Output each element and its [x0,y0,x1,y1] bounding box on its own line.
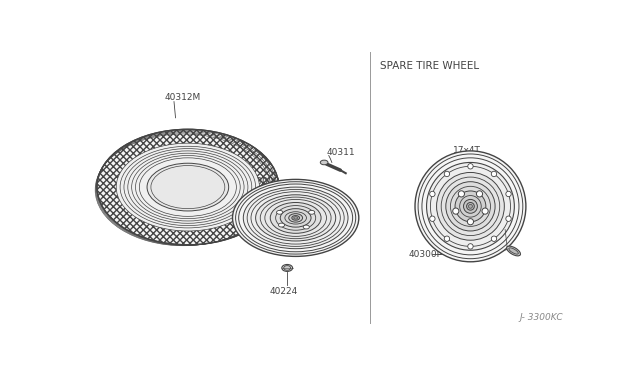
Ellipse shape [467,219,474,225]
Ellipse shape [292,216,300,220]
Ellipse shape [308,211,315,214]
Ellipse shape [444,171,450,177]
Ellipse shape [429,191,435,197]
Ellipse shape [468,205,472,208]
Text: 40300P: 40300P [409,250,443,259]
Ellipse shape [427,163,515,250]
Ellipse shape [116,143,259,231]
Ellipse shape [492,236,497,241]
Ellipse shape [289,214,303,222]
Ellipse shape [506,191,511,197]
Ellipse shape [444,236,450,241]
Ellipse shape [232,179,359,256]
Text: 40353: 40353 [454,250,483,259]
Ellipse shape [468,244,473,249]
Text: 40300P: 40300P [246,177,280,186]
Text: 40312M: 40312M [164,93,201,102]
Ellipse shape [463,199,477,213]
Ellipse shape [282,264,292,272]
Ellipse shape [509,248,518,254]
Ellipse shape [320,160,328,165]
Ellipse shape [97,129,279,245]
Ellipse shape [446,182,495,231]
Ellipse shape [294,217,298,219]
Ellipse shape [458,191,465,197]
Ellipse shape [280,209,311,227]
Text: 17x4T: 17x4T [452,147,481,155]
Ellipse shape [476,191,483,197]
Ellipse shape [243,187,348,249]
Ellipse shape [284,266,291,270]
Ellipse shape [303,225,309,229]
Ellipse shape [415,151,526,262]
Text: SPARE TIRE WHEEL: SPARE TIRE WHEEL [380,61,479,71]
Ellipse shape [506,216,511,221]
Text: 40311: 40311 [326,148,355,157]
Ellipse shape [278,223,285,227]
Ellipse shape [255,195,336,241]
Ellipse shape [436,173,504,240]
Ellipse shape [452,208,459,214]
Ellipse shape [468,164,473,169]
Text: J- 3300KC: J- 3300KC [519,314,563,323]
Ellipse shape [429,216,435,221]
Ellipse shape [276,211,283,214]
Ellipse shape [455,191,486,222]
Ellipse shape [270,202,321,233]
Ellipse shape [492,171,497,177]
Ellipse shape [147,163,228,211]
Ellipse shape [482,208,488,214]
Text: 40224: 40224 [269,286,298,295]
Ellipse shape [507,246,520,256]
Ellipse shape [467,202,474,210]
